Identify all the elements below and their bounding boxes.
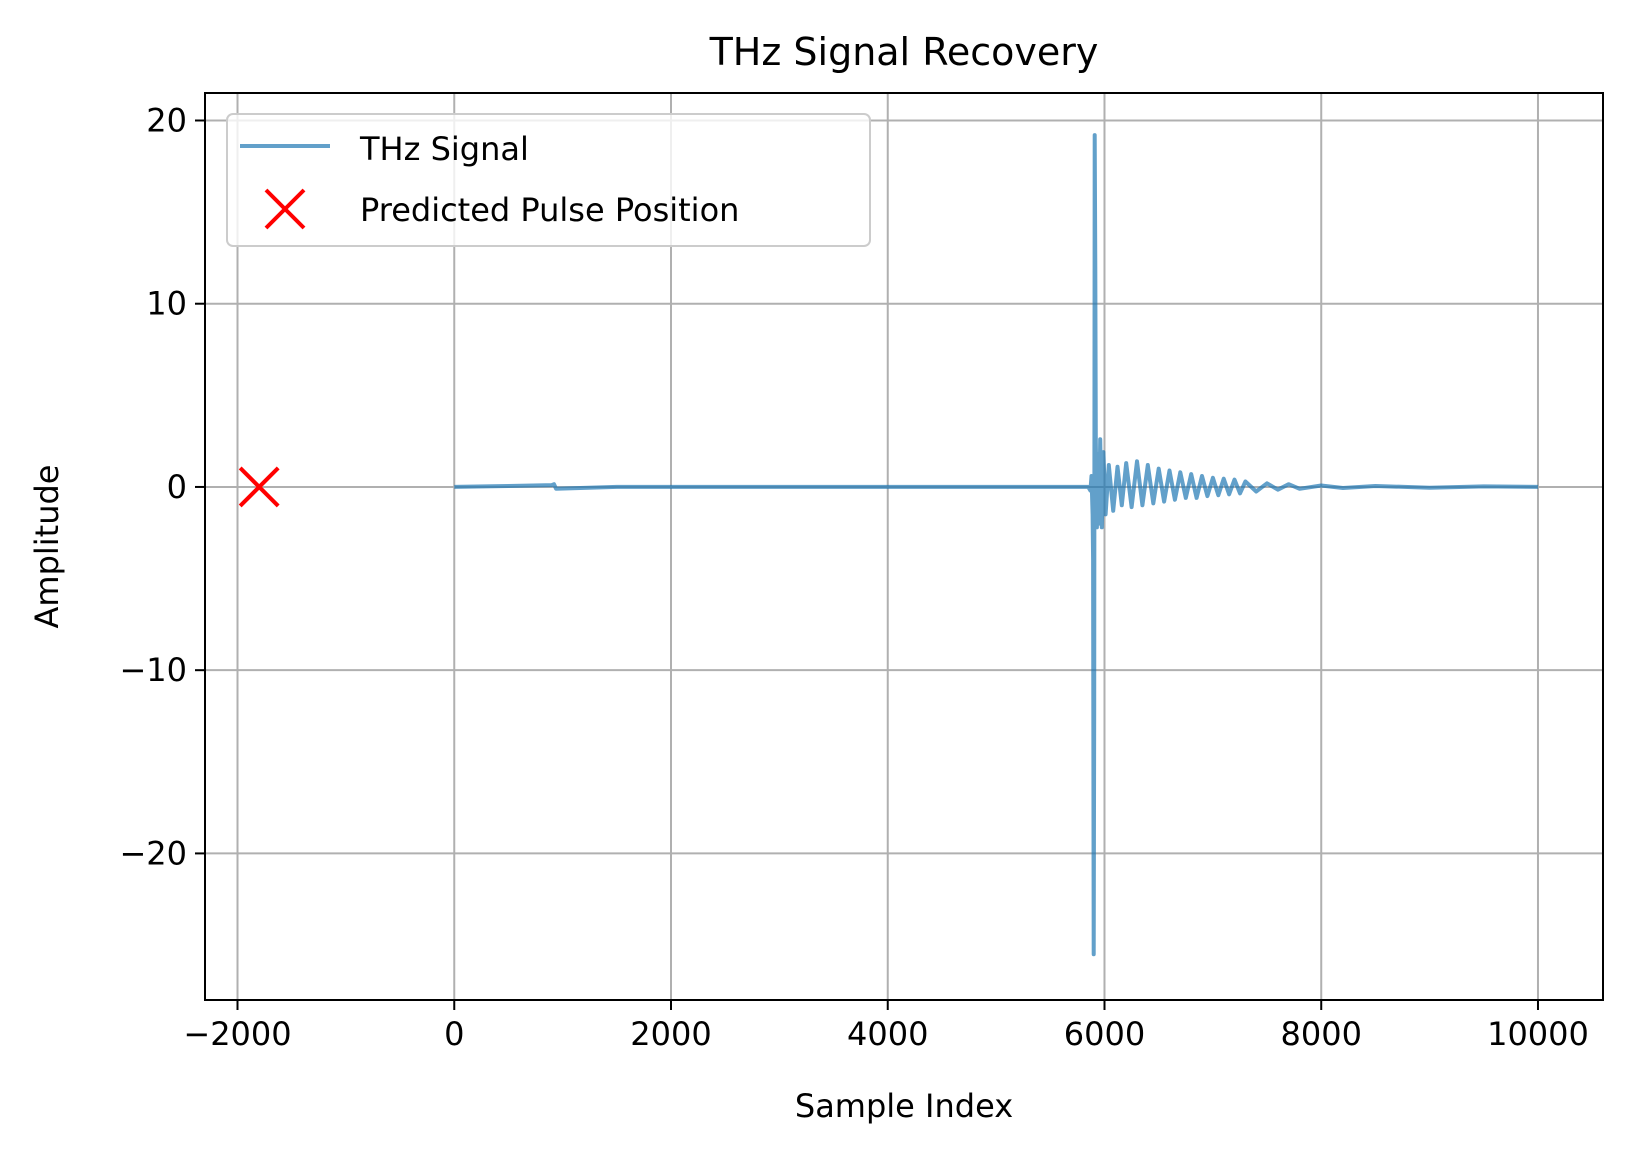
- axes-frame: [204, 92, 1604, 1001]
- x-axis-label: Sample Index: [795, 1087, 1013, 1125]
- x-tick-label: 6000: [1064, 1015, 1145, 1053]
- series-line-thz-signal: [454, 133, 1539, 957]
- ticks: −2000 0 2000 4000 6000 8000 10000 20 10 0 −10 −20: [119, 101, 1588, 1053]
- y-tick-label: 10: [146, 285, 187, 323]
- x-tick-label: 0: [444, 1015, 464, 1053]
- plot-data: [238, 133, 1539, 957]
- x-tick-label: −2000: [183, 1015, 291, 1053]
- legend-label-thz-signal: THz Signal: [359, 130, 529, 168]
- y-tick-label: −10: [119, 651, 187, 689]
- y-tick-label: 20: [146, 101, 187, 139]
- x-marker-predicted-pulse: [238, 466, 280, 508]
- legend-x-marker-swatch: [264, 188, 306, 230]
- legend: THz Signal Predicted Pulse Position: [226, 113, 871, 247]
- y-tick-label: −20: [119, 834, 187, 872]
- legend-box: [226, 113, 871, 247]
- x-tick-label: 4000: [847, 1015, 928, 1053]
- chart-title: THz Signal Recovery: [709, 30, 1099, 74]
- x-marker-stroke: [238, 466, 280, 508]
- y-tick-label: 0: [167, 468, 187, 506]
- legend-label-predicted-pulse-position: Predicted Pulse Position: [360, 191, 739, 229]
- x-tick-label: 10000: [1487, 1015, 1589, 1053]
- y-axis-label: Amplitude: [28, 465, 66, 629]
- x-tick-label: 8000: [1281, 1015, 1362, 1053]
- legend-x-stroke: [264, 188, 306, 230]
- x-tick-label: 2000: [630, 1015, 711, 1053]
